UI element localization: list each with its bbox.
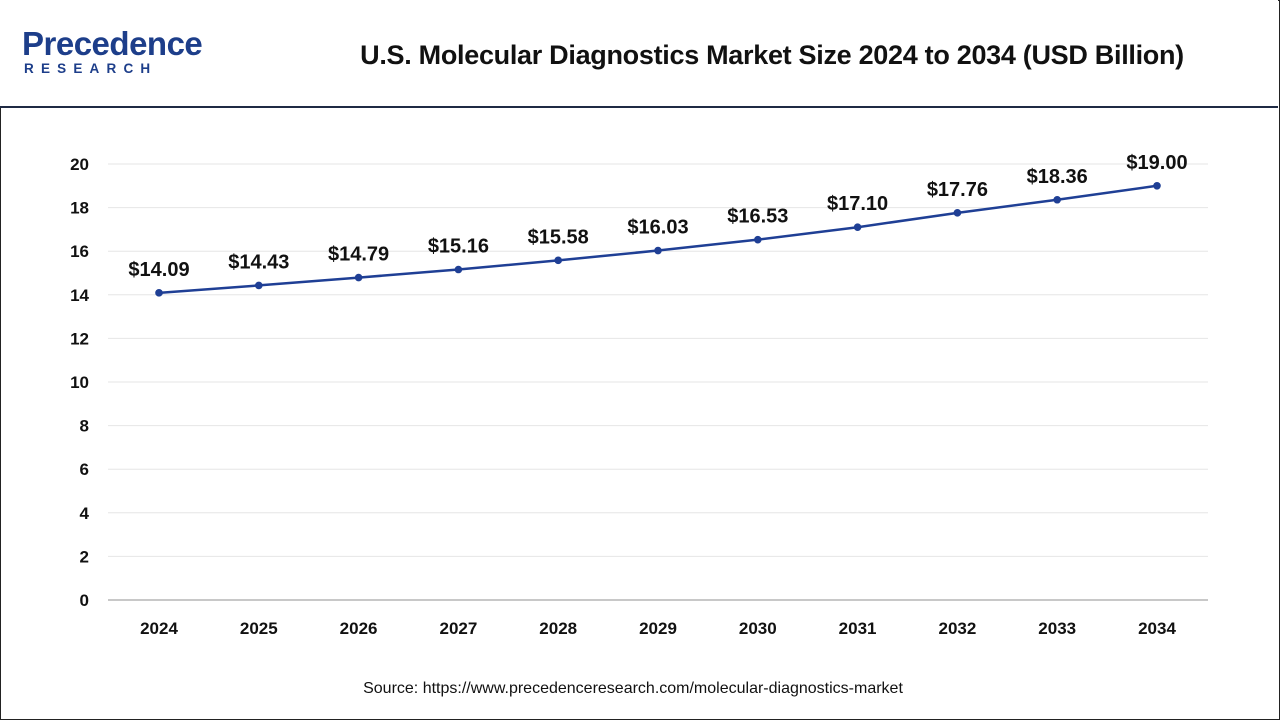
source-note: Source: https://www.precedenceresearch.c… xyxy=(363,680,903,697)
y-tick-label: 6 xyxy=(80,460,89,479)
logo-subtitle: RESEARCH xyxy=(24,61,158,76)
data-point xyxy=(754,235,762,244)
data-label: $14.43 xyxy=(228,251,289,273)
header-bar: Precedence RESEARCH U.S. Molecular Diagn… xyxy=(0,0,1278,108)
data-point xyxy=(454,265,463,274)
data-point xyxy=(1153,182,1161,190)
y-tick-label: 14 xyxy=(70,286,89,305)
x-tick-label: 2034 xyxy=(1138,619,1176,638)
data-point xyxy=(554,256,562,265)
data-point xyxy=(953,209,962,217)
data-label: $17.10 xyxy=(827,193,888,215)
y-tick-label: 10 xyxy=(70,373,89,392)
x-tick-label: 2029 xyxy=(639,619,677,638)
x-tick-label: 2032 xyxy=(938,619,976,638)
x-tick-label: 2025 xyxy=(240,619,278,638)
y-tick-label: 20 xyxy=(70,155,89,174)
data-label: $14.09 xyxy=(128,259,189,281)
x-tick-label: 2030 xyxy=(739,619,777,638)
data-point xyxy=(155,289,163,297)
x-tick-label: 2031 xyxy=(839,619,877,638)
y-tick-label: 8 xyxy=(80,417,89,436)
y-tick-label: 4 xyxy=(80,504,90,523)
x-tick-label: 2026 xyxy=(340,619,378,638)
data-label: $18.36 xyxy=(1027,166,1088,188)
logo-wordmark: Precedence xyxy=(22,25,203,62)
data-point xyxy=(853,223,862,232)
data-label: $16.03 xyxy=(627,217,688,239)
x-tick-label: 2027 xyxy=(439,619,477,638)
y-tick-label: 2 xyxy=(80,547,89,566)
data-label: $19.00 xyxy=(1126,152,1187,174)
y-tick-label: 12 xyxy=(70,329,89,348)
data-label: $15.16 xyxy=(428,236,489,258)
y-tick-label: 0 xyxy=(80,591,89,610)
data-label: $15.58 xyxy=(528,226,589,248)
data-label: $17.76 xyxy=(927,179,988,201)
x-tick-label: 2033 xyxy=(1038,619,1076,638)
series-line xyxy=(158,184,1158,295)
data-point xyxy=(1053,195,1061,204)
x-tick-label: 2024 xyxy=(140,619,178,638)
data-label: $14.79 xyxy=(328,244,389,266)
y-tick-label: 16 xyxy=(70,242,89,261)
chart-title: U.S. Molecular Diagnostics Market Size 2… xyxy=(360,40,1184,70)
data-point xyxy=(254,281,263,290)
x-tick-label: 2028 xyxy=(539,619,577,638)
data-point xyxy=(654,246,662,255)
data-point xyxy=(354,273,363,282)
data-label: $16.53 xyxy=(727,206,788,228)
brand-logo: Precedence RESEARCH xyxy=(22,26,222,86)
y-tick-label: 18 xyxy=(70,199,89,218)
